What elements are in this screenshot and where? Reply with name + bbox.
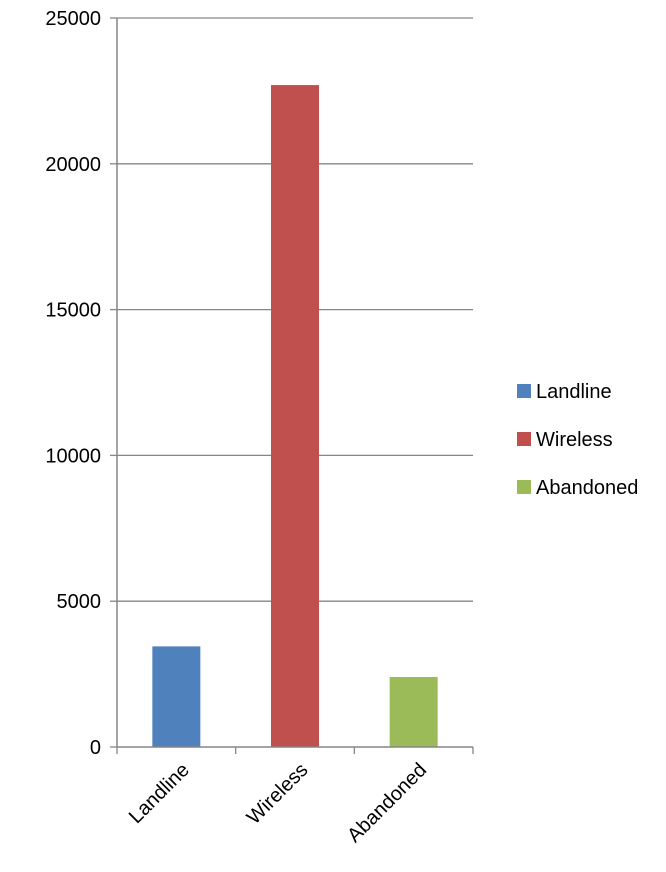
legend-swatch xyxy=(517,384,531,398)
legend: Landline Wireless Abandoned xyxy=(517,381,638,499)
y-tick-label: 20000 xyxy=(45,154,101,176)
legend-label: Abandoned xyxy=(536,477,638,499)
legend-label: Landline xyxy=(536,381,612,403)
y-tick-label: 10000 xyxy=(45,445,101,467)
x-tick-label: Landline xyxy=(125,759,194,828)
y-axis-ticks: 0 5000 10000 15000 20000 25000 xyxy=(45,8,117,759)
legend-label: Wireless xyxy=(536,429,613,451)
y-tick-label: 25000 xyxy=(45,8,101,30)
bar-wireless xyxy=(271,85,319,748)
axes xyxy=(116,18,473,748)
x-axis-ticks: Landline Wireless Abandoned xyxy=(116,747,474,847)
bars xyxy=(152,85,438,748)
y-tick-label: 15000 xyxy=(45,300,101,322)
y-tick-label: 0 xyxy=(90,737,101,759)
legend-swatch xyxy=(517,480,531,494)
legend-swatch xyxy=(517,432,531,446)
y-tick-label: 5000 xyxy=(57,591,102,613)
x-tick-label: Abandoned xyxy=(343,759,431,847)
bar-landline xyxy=(152,646,201,747)
bar-abandoned xyxy=(389,677,438,747)
x-tick-label: Wireless xyxy=(243,759,313,829)
